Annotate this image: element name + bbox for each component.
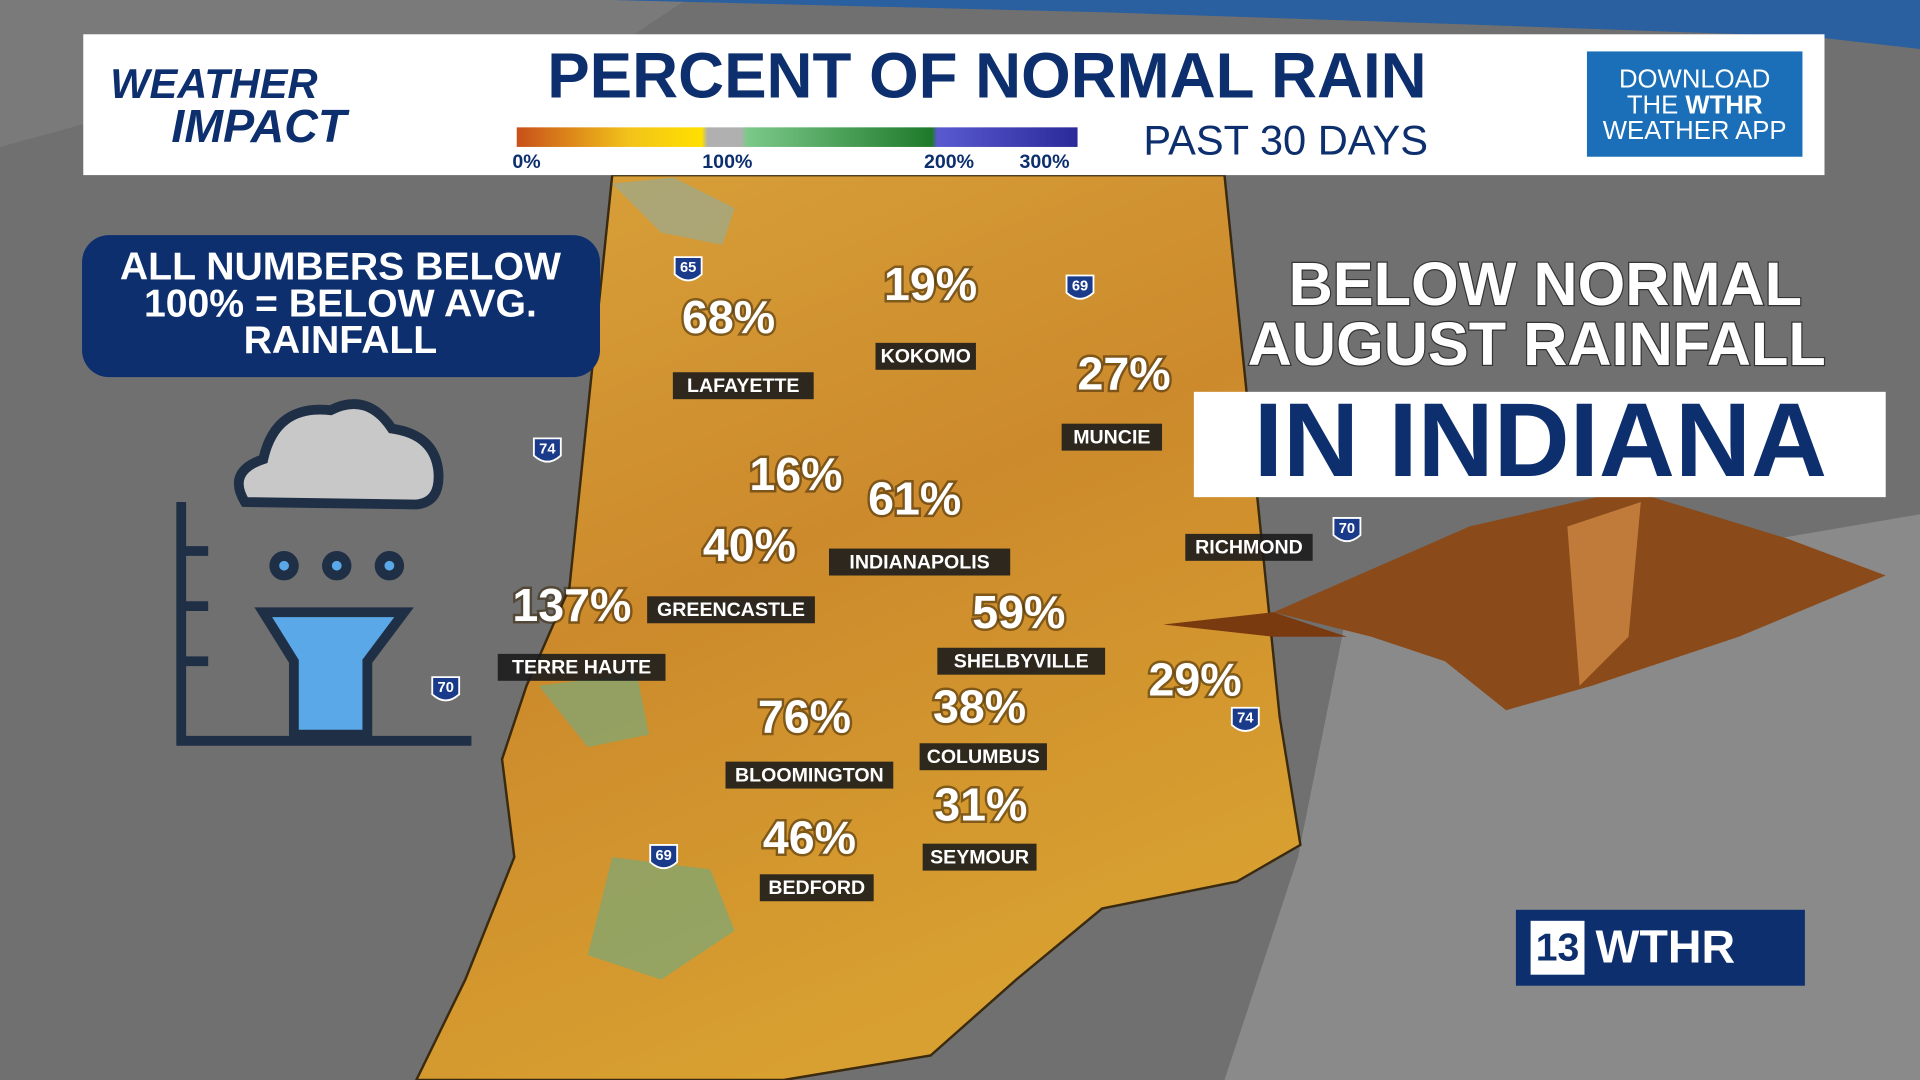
legend-bar: [516, 127, 1078, 147]
brand-name: WTHR: [1596, 921, 1736, 973]
app-promo[interactable]: [1586, 51, 1803, 157]
rain-percent: 137%: [512, 579, 631, 631]
city-label-box: [1185, 533, 1313, 561]
city-name: INDIANAPOLIS: [849, 551, 989, 573]
city-label-box: [919, 743, 1047, 771]
rain-percent: 38%: [933, 681, 1026, 733]
highway-number: 65: [680, 260, 696, 276]
city-name: RICHMOND: [1195, 537, 1303, 559]
city-label-box: [497, 653, 666, 681]
note-text: ALL NUMBERS BELOW: [120, 246, 561, 289]
city-label-box: [647, 596, 815, 624]
app-promo-text: DOWNLOAD: [1619, 66, 1770, 94]
rain-percent: 76%: [758, 690, 851, 742]
brand-channel: 13: [1536, 927, 1580, 970]
rain-percent: 40%: [703, 519, 796, 571]
rain-area: [612, 177, 735, 245]
city-label-box: [875, 342, 976, 370]
city-name: BLOOMINGTON: [735, 764, 884, 786]
app-promo-text: WTHR: [1685, 91, 1763, 119]
app-promo-text: THE: [1627, 91, 1678, 119]
highway-number: 74: [1237, 711, 1254, 727]
rain-percent: 46%: [763, 812, 856, 864]
highway-shield: [431, 676, 461, 702]
rain-percent: 29%: [1149, 654, 1242, 706]
highway-number: 70: [1339, 521, 1355, 537]
legend-label: 300%: [1019, 151, 1069, 173]
lake: [612, 0, 1920, 49]
highway-shield: [649, 843, 679, 870]
rain-percent: 68%: [682, 291, 775, 343]
app-promo-text: THE WTHR: [1627, 91, 1763, 119]
highway-shield: [532, 437, 562, 463]
rain-percent: 19%: [884, 258, 977, 310]
city-name: KOKOMO: [881, 346, 971, 368]
app-promo-text: WEATHER APP: [1603, 117, 1787, 145]
subtitle: PAST 30 DAYS: [1143, 116, 1428, 163]
city-label-box: [672, 372, 814, 400]
highway-number: 69: [1072, 278, 1088, 294]
highway-shield: [1065, 274, 1095, 300]
city-name: LAFAYETTE: [687, 375, 799, 397]
city-name: BEDFORD: [768, 877, 865, 899]
city-label-box: [759, 874, 874, 902]
note-text: 100% = BELOW AVG.: [144, 282, 537, 325]
legend-label: 200%: [924, 151, 974, 173]
city-name: GREENCASTLE: [657, 599, 805, 621]
highway-number: 74: [539, 441, 556, 457]
highway-shield: [1332, 517, 1362, 543]
note-text: RAINFALL: [244, 319, 438, 362]
city-name: TERRE HAUTE: [512, 657, 651, 679]
city-name: MUNCIE: [1073, 427, 1150, 449]
rain-percent: 61%: [868, 472, 961, 524]
indiana: [414, 173, 1302, 1080]
rain-icon: [176, 399, 472, 746]
title: PERCENT OF NORMAL RAIN: [547, 41, 1426, 112]
highway-number: 70: [438, 680, 454, 696]
legend-label: 0%: [512, 151, 540, 173]
city-name: COLUMBUS: [927, 746, 1040, 768]
city-label-box: [1061, 423, 1163, 451]
logo-text: IMPACT: [171, 100, 349, 152]
brand-badge: [1530, 920, 1585, 975]
rain-percent: 27%: [1078, 347, 1171, 399]
headline: BELOW NORMAL: [1289, 250, 1802, 318]
headline-box: [1193, 391, 1886, 498]
city-label-box: [922, 843, 1037, 871]
highway-shield: [1230, 706, 1260, 732]
highway-number: 69: [656, 848, 672, 864]
city-name: SEYMOUR: [930, 847, 1029, 869]
city-label-box: [725, 761, 894, 789]
note-box: [82, 235, 600, 378]
highway-shield: [673, 256, 703, 282]
rain-percent: 59%: [972, 586, 1065, 638]
city-name: SHELBYVILLE: [954, 651, 1089, 673]
rain-percent: 16%: [749, 448, 842, 500]
header-band: [83, 34, 1825, 176]
rain-percent: 31%: [934, 778, 1027, 830]
rain-area: [538, 673, 735, 980]
legend-label: 100%: [702, 151, 752, 173]
headline-main: IN INDIANA: [1254, 382, 1827, 499]
city-label-box: [937, 647, 1106, 675]
logo-text: WEATHER: [110, 60, 317, 107]
city-label-box: [828, 548, 1011, 576]
headline: AUGUST RAINFALL: [1248, 310, 1826, 378]
